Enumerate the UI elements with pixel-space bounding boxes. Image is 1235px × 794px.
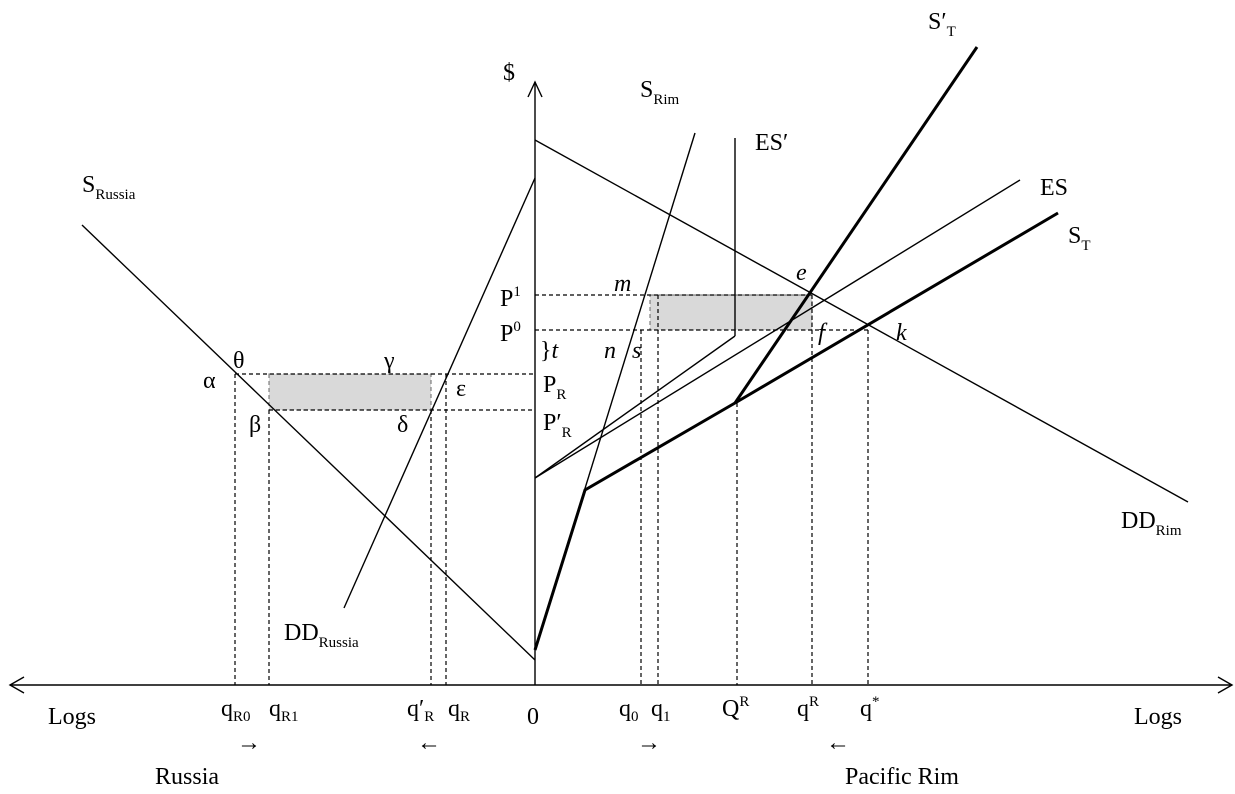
rim-arrow-right: →	[637, 730, 661, 756]
point-s: s	[632, 338, 641, 364]
point-m: m	[614, 271, 631, 297]
russia-arrow-right: →	[237, 730, 261, 756]
s-russia-label: SRussia	[82, 172, 136, 203]
russia-arrow-left: ←	[417, 730, 441, 756]
point-k: k	[896, 320, 907, 346]
x-axis-right-label: Logs	[1134, 704, 1182, 730]
horizontal-axis	[8, 676, 1234, 694]
origin-label: 0	[527, 704, 539, 730]
pr-label: PR	[543, 372, 566, 403]
tariff-label: }t	[540, 338, 560, 364]
point-epsilon: ε	[456, 376, 466, 402]
es-label: ES	[1040, 175, 1068, 201]
pr-prime-label: P′R	[543, 410, 572, 441]
qR-label: qR	[448, 696, 470, 725]
point-theta: θ	[233, 348, 245, 374]
s-russia-curve	[81, 224, 536, 661]
qR-prime-label: q′R	[407, 696, 434, 725]
dd-russia-label: DDRussia	[284, 620, 359, 651]
s-t-prime-curve	[733, 46, 979, 404]
qR1-label: qR1	[269, 696, 299, 725]
q1-label: q1	[651, 696, 671, 725]
point-delta: δ	[397, 412, 408, 438]
dd-rim-curve	[534, 139, 1189, 503]
x-axis-left-label: Logs	[48, 704, 96, 730]
qR-upper-label: qR	[797, 694, 819, 722]
y-axis-label: $	[503, 60, 515, 86]
dd-rim-label: DDRim	[1121, 508, 1182, 539]
p1-label: P1	[500, 284, 521, 312]
q-star-label: q*	[860, 694, 880, 722]
region-russia-label: Russia	[155, 764, 219, 790]
s-t-label: ST	[1068, 223, 1091, 254]
es-prime-lower	[534, 335, 736, 479]
point-e: e	[796, 260, 807, 286]
point-beta: β	[249, 412, 261, 438]
rim-arrow-left: ←	[826, 730, 850, 756]
point-f: f	[818, 320, 828, 346]
s-rim-label: SRim	[640, 77, 680, 108]
es-curve	[534, 179, 1021, 479]
vertical-axis	[527, 80, 543, 685]
russia-shaded-area	[268, 373, 432, 411]
point-alpha: α	[203, 368, 216, 394]
region-rim-label: Pacific Rim	[845, 764, 959, 790]
s-t-curve	[533, 211, 1059, 651]
point-gamma: γ	[383, 348, 395, 374]
p0-label: P0	[500, 319, 521, 347]
s-t-prime-label: S′T	[928, 9, 956, 40]
point-n: n	[604, 338, 616, 364]
qR0-label: qR0	[221, 696, 251, 725]
QR-label: QR	[722, 694, 749, 722]
es-prime-label: ES′	[755, 130, 788, 156]
q0-label: q0	[619, 696, 639, 725]
dd-russia-curve	[343, 177, 536, 609]
